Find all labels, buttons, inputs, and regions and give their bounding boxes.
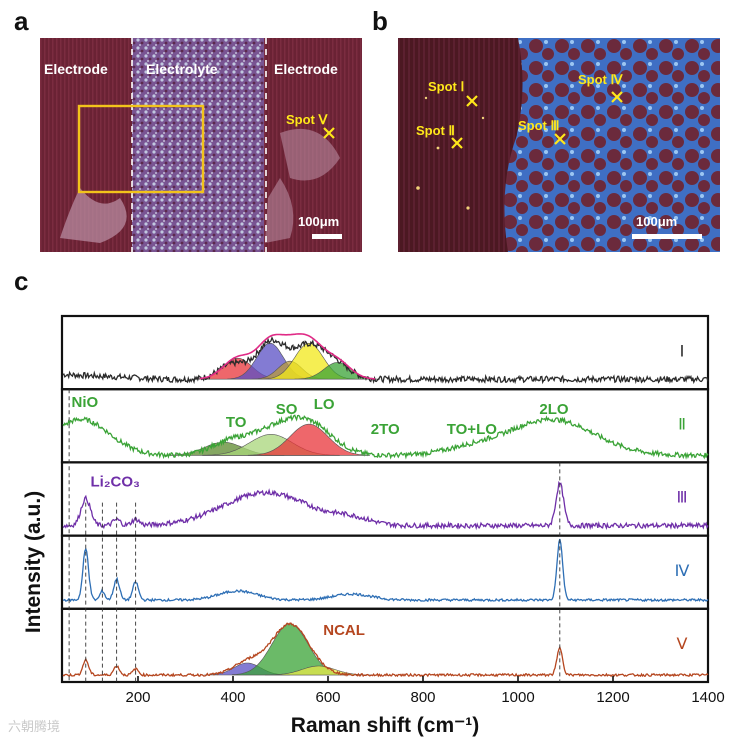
x-tick-label-800: 800 <box>410 689 435 706</box>
x-tick-label-1000: 1000 <box>501 689 534 706</box>
x-tick-label-1400: 1400 <box>691 689 724 706</box>
annot-to-lo: TO+LO <box>447 421 497 438</box>
micrograph-b: Spot Ⅰ Spot Ⅱ Spot Ⅲ Spot Ⅳ 100μm <box>398 38 720 252</box>
plot-layer: Ⅰ Ⅱ Ⅲ Ⅳ Ⅴ NiO TO SO LO 2TO TO+LO 2LO Li₂CO₃ NCAL 200 40… <box>60 314 725 706</box>
scale-text-b: 100μm <box>636 214 677 229</box>
spot-iv-marker <box>611 91 623 103</box>
annot-2lo: 2LO <box>539 401 569 418</box>
x-tick-label-400: 400 <box>220 689 245 706</box>
spot-i-label: Spot Ⅰ <box>428 79 464 94</box>
x-tick-label-200: 200 <box>125 689 150 706</box>
scale-text-a: 100μm <box>298 214 339 229</box>
spectrum-line-5 <box>62 622 709 678</box>
spectrum-line-4 <box>62 538 709 603</box>
spectrum-line-2 <box>62 413 709 460</box>
spot-i-marker <box>466 95 478 107</box>
roi-box <box>77 104 205 194</box>
watermark-text: 六朝腾境 <box>8 719 61 734</box>
spot-ii-label: Spot Ⅱ <box>416 123 455 138</box>
raman-chart: Intensity (a.u.) Raman shift (cm⁻¹) Ⅰ Ⅱ Ⅲ Ⅳ… <box>0 300 753 742</box>
annot-so: SO <box>276 401 298 418</box>
spot-v-label: Spot Ⅴ <box>286 112 328 127</box>
annot-li2co3: Li₂CO₃ <box>91 473 140 490</box>
scale-bar-b <box>632 234 702 239</box>
annot-2to: 2TO <box>371 421 400 438</box>
annot-ncal: NCAL <box>323 622 365 639</box>
fit-envelope-1 <box>199 333 376 380</box>
label-electrode-left: Electrode <box>44 61 108 77</box>
panel-letter-b: b <box>372 6 388 36</box>
spectrum-line-1 <box>62 336 709 385</box>
panel-letter-a: a <box>14 6 29 36</box>
annot-lo: LO <box>314 396 335 413</box>
micrograph-a: Electrode Electrolyte Electrode Spot Ⅴ 1… <box>40 38 362 252</box>
series-label-5: Ⅴ <box>677 636 688 653</box>
y-axis-title: Intensity (a.u.) <box>22 491 45 633</box>
series-label-4: Ⅳ <box>675 563 690 580</box>
spot-ii-marker <box>451 137 463 149</box>
spot-iv-label: Spot Ⅳ <box>578 72 623 87</box>
annot-to: TO <box>226 414 247 431</box>
panel-frame-5 <box>60 607 710 684</box>
x-axis-title: Raman shift (cm⁻¹) <box>291 714 479 737</box>
series-label-1: Ⅰ <box>680 343 685 360</box>
panel-frame-4 <box>60 534 710 610</box>
scale-bar-a <box>312 234 342 239</box>
fit-component-2-3 <box>247 423 370 456</box>
annot-nio: NiO <box>72 394 99 411</box>
spot-iii-label: Spot Ⅲ <box>518 118 559 133</box>
label-electrolyte: Electrolyte <box>146 61 218 77</box>
panel-letter-c: c <box>14 266 29 296</box>
x-tick-label-1200: 1200 <box>596 689 629 706</box>
spectrum-line-3 <box>62 480 709 531</box>
spot-v-marker <box>323 127 335 139</box>
x-tick-label-600: 600 <box>315 689 340 706</box>
series-label-2: Ⅱ <box>678 416 686 433</box>
label-electrode-right: Electrode <box>274 61 338 77</box>
spot-iii-marker <box>554 133 566 145</box>
series-label-3: Ⅲ <box>676 490 687 507</box>
